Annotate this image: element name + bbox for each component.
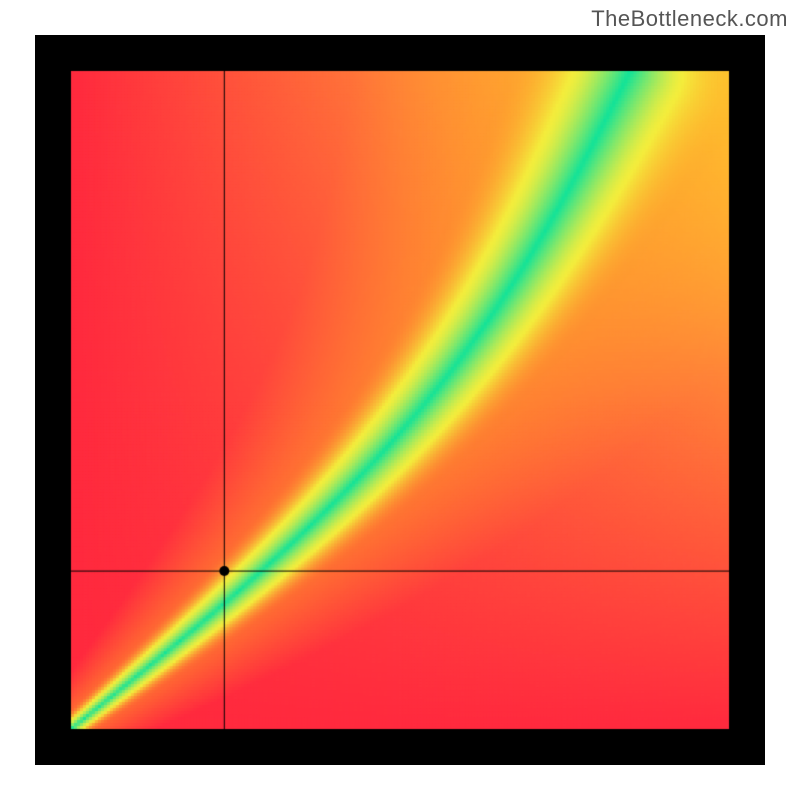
watermark-text: TheBottleneck.com bbox=[591, 6, 788, 32]
plot-frame bbox=[35, 35, 765, 765]
heatmap-canvas bbox=[35, 35, 765, 765]
